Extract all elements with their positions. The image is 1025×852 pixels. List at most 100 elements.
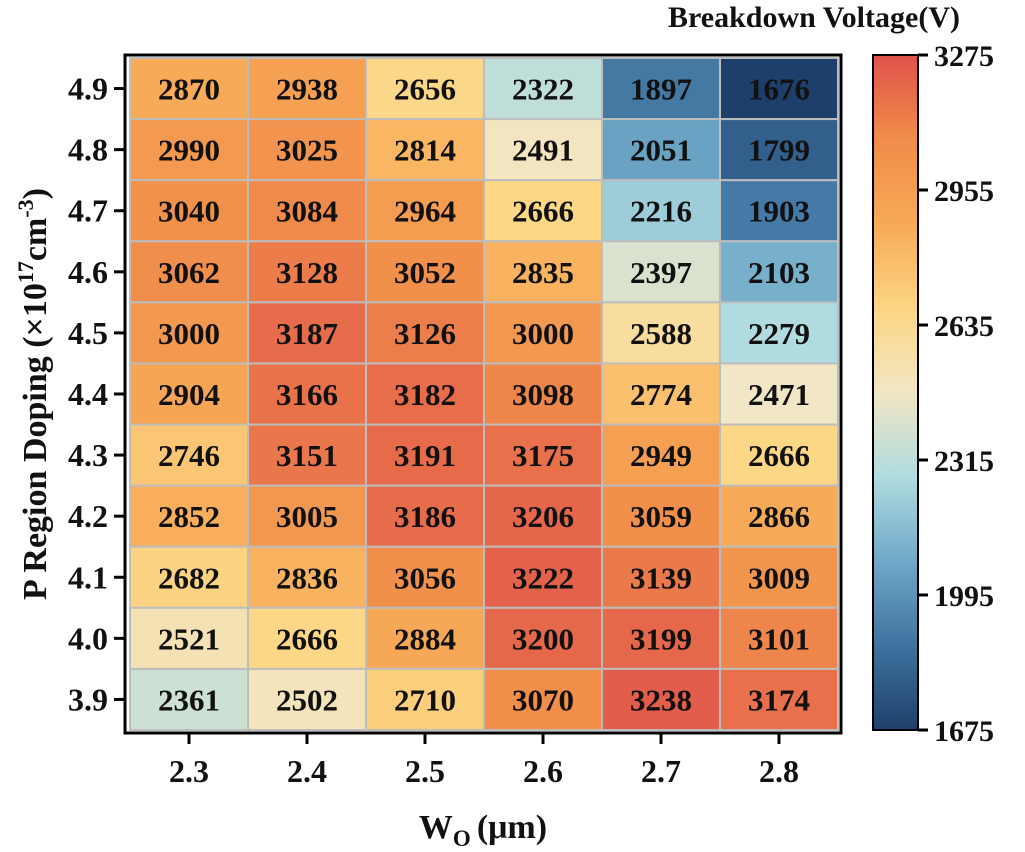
heatmap-cell [483, 301, 603, 365]
heatmap-cell [719, 545, 839, 609]
heatmap-cell [129, 545, 249, 609]
cell-value-label: 3139 [630, 560, 692, 595]
cell-value-label: 2502 [276, 682, 338, 717]
heatmap-cell [719, 362, 839, 426]
cell-value-label: 1799 [748, 133, 810, 168]
heatmap-cell [483, 179, 603, 243]
heatmap-cell [719, 667, 839, 732]
y-tick-label: 4.7 [68, 193, 108, 229]
cell-value-label: 2814 [394, 133, 456, 168]
heatmap-cell [247, 118, 367, 182]
cell-value-label: 2774 [630, 377, 692, 412]
y-tick-label: 4.9 [68, 71, 108, 107]
cell-value-label: 3191 [394, 438, 456, 473]
heatmap-cell [129, 362, 249, 426]
cell-value-label: 2103 [748, 255, 810, 290]
colorbar-tick-label: 2635 [934, 310, 994, 343]
cell-value-label: 2884 [394, 621, 456, 656]
cell-value-label: 3174 [748, 682, 810, 717]
colorbar-tick-label: 2315 [934, 445, 994, 478]
cell-value-label: 2710 [394, 682, 456, 717]
y-tick-label: 4.2 [68, 498, 108, 534]
cell-value-label: 3009 [748, 560, 810, 595]
cell-value-label: 3175 [512, 438, 574, 473]
heatmap-cell [719, 484, 839, 548]
x-tick-label: 2.7 [641, 753, 681, 789]
x-tick-label: 2.3 [169, 753, 209, 789]
cell-value-label: 2949 [630, 438, 692, 473]
colorbar-tick-label: 3275 [934, 40, 994, 73]
x-tick-label: 2.4 [287, 753, 327, 789]
x-axis-ticks: 2.3 2.4 2.5 2.6 2.7 2.8 [169, 733, 799, 789]
heatmap-cell [719, 57, 839, 121]
cell-value-label: 2666 [748, 438, 810, 473]
heatmap-cell [129, 606, 249, 670]
cell-value-label: 2835 [512, 255, 574, 290]
heatmap-cell [483, 240, 603, 304]
heatmap-cell [129, 667, 249, 732]
cell-value-label: 3062 [158, 255, 220, 290]
x-tick-label: 2.8 [759, 753, 799, 789]
heatmap-cell [247, 667, 367, 732]
cell-value-label: 2491 [512, 133, 574, 168]
y-axis-label-unit-exp: -3 [13, 199, 38, 217]
cell-value-label: 2870 [158, 72, 220, 107]
cell-value-label: 3056 [394, 560, 456, 595]
cell-value-label: 3126 [394, 316, 456, 351]
heatmap-cell [601, 301, 721, 365]
cell-value-label: 3070 [512, 682, 574, 717]
heatmap-cell [719, 240, 839, 304]
y-tick-label: 4.0 [68, 620, 108, 656]
cell-value-label: 2656 [394, 72, 456, 107]
y-tick-label: 4.8 [68, 132, 108, 168]
x-axis-label-sub: O [453, 826, 471, 851]
cell-value-label: 2521 [158, 621, 220, 656]
cell-value-label: 2588 [630, 316, 692, 351]
heatmap-cell [129, 423, 249, 487]
x-tick-label: 2.5 [405, 753, 445, 789]
heatmap-cell [483, 423, 603, 487]
cell-value-label: 2938 [276, 72, 338, 107]
y-tick-label: 4.1 [68, 559, 108, 595]
heatmap-cell [719, 423, 839, 487]
y-tick-label: 4.5 [68, 315, 108, 351]
heatmap-cell [601, 240, 721, 304]
cell-value-label: 2216 [630, 194, 692, 229]
cell-value-label: 3187 [276, 316, 338, 351]
cell-value-label: 3151 [276, 438, 338, 473]
heatmap-cell [601, 484, 721, 548]
heatmap-cell [719, 301, 839, 365]
cell-value-label: 2397 [630, 255, 692, 290]
cell-value-label: 3005 [276, 499, 338, 534]
heatmap-cell [247, 57, 367, 121]
cell-value-label: 3101 [748, 621, 810, 656]
heatmap-cell [247, 240, 367, 304]
y-axis-ticks: 4.9 4.8 4.7 4.6 4.5 4.4 4.3 4.2 4.1 4.0 3.9 [68, 71, 125, 717]
cell-value-label: 2666 [512, 194, 574, 229]
x-axis-label: WO (μm) [419, 809, 547, 851]
cell-value-label: 2904 [158, 377, 220, 412]
colorbar-title: Breakdown Voltage(V) [668, 1, 960, 34]
cell-value-label: 1676 [748, 72, 810, 107]
cell-value-label: 3200 [512, 621, 574, 656]
cell-value-label: 3128 [276, 255, 338, 290]
cell-value-label: 2279 [748, 316, 810, 351]
cell-value-label: 2964 [394, 194, 456, 229]
cell-value-label: 1903 [748, 194, 810, 229]
cell-value-label: 2322 [512, 72, 574, 107]
heatmap-cell [719, 118, 839, 182]
heatmap-cell [247, 179, 367, 243]
y-axis-label-unit: cm [17, 218, 54, 261]
y-tick-label: 3.9 [68, 681, 108, 717]
x-axis-label-main: W [419, 809, 453, 846]
cell-value-label: 3000 [512, 316, 574, 351]
cell-value-label: 3084 [276, 194, 338, 229]
heatmap-cell [129, 240, 249, 304]
heatmap-cell [483, 484, 603, 548]
cell-value-label: 3222 [512, 560, 574, 595]
heatmap-cell [129, 57, 249, 121]
cell-value-label: 2746 [158, 438, 220, 473]
heatmap-cell [247, 545, 367, 609]
cell-value-label: 3238 [630, 682, 692, 717]
heatmap-cell [365, 240, 485, 304]
